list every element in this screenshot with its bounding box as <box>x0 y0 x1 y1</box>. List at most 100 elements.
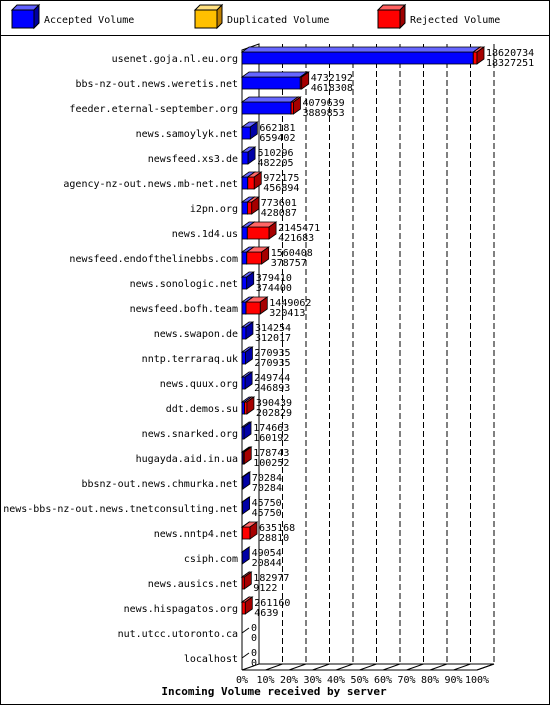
value-label-accepted: 270935 <box>254 358 290 369</box>
tick-label: 60% <box>374 675 392 686</box>
value-label-incoming: 379410 <box>256 273 292 284</box>
value-label-accepted: 45750 <box>252 508 282 519</box>
bar-rejected-side <box>476 46 485 65</box>
category-label: news.snarked.org <box>142 429 238 440</box>
value-label-incoming: 270935 <box>254 348 290 359</box>
bar-accepted-side <box>246 271 255 290</box>
bar-accepted-front <box>241 226 248 240</box>
value-label-incoming: 390439 <box>256 398 292 409</box>
tick-mark <box>241 663 260 671</box>
value-label-accepted: 202829 <box>256 408 292 419</box>
tick-label: 10% <box>256 675 274 686</box>
category-label: news.hispagatos.org <box>124 604 238 615</box>
tick-label: 30% <box>303 675 321 686</box>
value-label-accepted: 9122 <box>253 583 277 594</box>
value-label-incoming: 1449062 <box>269 298 311 309</box>
bar-rejected-side <box>259 296 268 315</box>
value-label-accepted: 0 <box>251 633 257 644</box>
legend-item-duplicated: Duplicated Volume <box>193 3 329 30</box>
tick-label: 0% <box>236 675 248 686</box>
value-label-accepted: 3889853 <box>302 108 344 119</box>
tick-mark <box>429 663 448 671</box>
value-label-incoming: 635168 <box>259 523 295 534</box>
bar-accepted-front <box>241 251 248 265</box>
bar-accepted-side <box>245 321 254 340</box>
value-label-incoming: 773601 <box>261 198 297 209</box>
value-label-incoming: 249744 <box>254 373 290 384</box>
category-label: nut.utcc.utoronto.ca <box>118 629 238 640</box>
category-label: i2pn.org <box>190 204 238 215</box>
category-label: hugayda.aid.in.ua <box>136 454 238 465</box>
category-label: news.nntp4.net <box>154 529 238 540</box>
value-label-accepted: 20844 <box>252 558 282 569</box>
category-label: csiph.com <box>184 554 238 565</box>
bar-rejected-front <box>247 201 253 215</box>
legend-swatch-duplicated-side <box>216 3 223 30</box>
bar-rejected-front <box>241 601 246 615</box>
bar-rejected-side <box>268 221 277 240</box>
bar-accepted-side <box>243 421 252 440</box>
bar-accepted-top <box>240 96 300 103</box>
tick-label: 90% <box>444 675 462 686</box>
x-axis-label: Incoming Volume received by server <box>161 685 387 698</box>
value-label-accepted: 320413 <box>269 308 305 319</box>
bar-empty <box>241 652 250 659</box>
category-label: news.sonologic.net <box>130 279 238 290</box>
bar-accepted-front <box>241 126 251 140</box>
legend-swatch-accepted-side <box>33 3 40 30</box>
bar-rejected-side <box>246 396 255 415</box>
bar-accepted-front <box>241 176 249 190</box>
value-label-incoming: 972175 <box>263 173 299 184</box>
value-label-accepted: 378757 <box>271 258 307 269</box>
value-label-accepted: 4618308 <box>311 83 353 94</box>
legend-swatch-rejected-side <box>399 3 406 30</box>
bar-rejected-side <box>251 196 260 215</box>
bar-rejected-front <box>241 526 251 540</box>
category-label: news.samoylyk.net <box>136 129 238 140</box>
value-label-accepted: 421683 <box>278 233 314 244</box>
value-label-incoming: 174663 <box>253 423 289 434</box>
legend-swatch-rejected <box>377 9 401 29</box>
bar-accepted-side <box>245 346 253 365</box>
bar-accepted-top <box>240 46 482 53</box>
value-label-incoming: 314254 <box>255 323 291 334</box>
category-label: bbs-nz-out.news.weretis.net <box>75 79 238 90</box>
value-label-incoming: 178743 <box>253 448 289 459</box>
bar-accepted-front <box>241 351 246 365</box>
value-label-accepted: 18327251 <box>486 58 534 69</box>
value-label-incoming: 261160 <box>254 598 290 609</box>
value-label-accepted: 374400 <box>256 283 292 294</box>
category-label: news.swapon.de <box>154 329 238 340</box>
value-label-incoming: 70284 <box>252 473 282 484</box>
category-label: feeder.eternal-september.org <box>69 104 238 115</box>
bar-empty <box>241 627 250 634</box>
category-label: news.quux.org <box>160 379 238 390</box>
category-label: news.ausics.net <box>148 579 238 590</box>
category-label: bbsnz-out.news.chmurka.net <box>81 479 238 490</box>
category-label: usenet.goja.nl.eu.org <box>112 54 238 65</box>
bar-rejected-front <box>472 51 478 65</box>
bar-rejected-side <box>243 446 252 465</box>
value-label-incoming: 4732192 <box>311 73 353 84</box>
category-label: newsfeed.xs3.de <box>148 154 238 165</box>
tick-mark <box>335 663 354 671</box>
value-label-accepted: 100252 <box>253 458 289 469</box>
tick-label: 100% <box>465 675 489 686</box>
bar-rejected-side <box>261 246 270 265</box>
bar-rejected-front <box>245 301 261 315</box>
bar-accepted-front <box>241 201 248 215</box>
value-label-incoming: 4079639 <box>302 98 344 109</box>
tick-mark <box>312 663 330 671</box>
category-label: nntp.terraraq.uk <box>142 354 238 365</box>
bar-rejected-side <box>249 521 258 540</box>
legend-item-rejected: Rejected Volume <box>376 3 500 30</box>
value-label-accepted: 312017 <box>255 333 291 344</box>
value-label-accepted: 4639 <box>254 608 278 619</box>
tick-mark <box>288 663 307 671</box>
bar-accepted-side <box>244 371 253 390</box>
tick-label: 80% <box>421 675 439 686</box>
tick-mark <box>359 663 377 671</box>
bar-accepted-front <box>241 76 301 90</box>
bar-accepted-front <box>241 376 246 390</box>
bar-accepted-front <box>241 326 247 340</box>
